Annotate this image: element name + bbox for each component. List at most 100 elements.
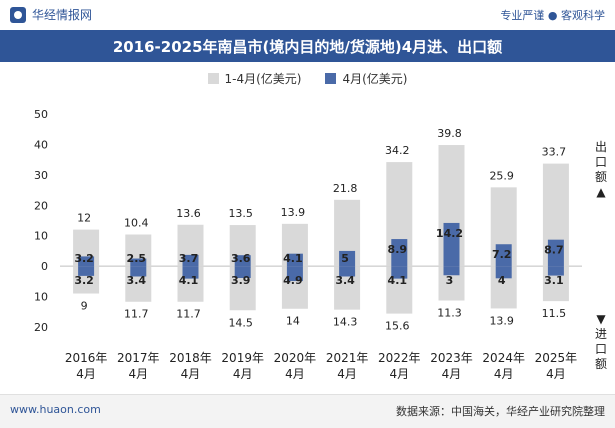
y-tick-label: 40 — [34, 138, 48, 151]
data-label-import-ytd: 14.3 — [333, 316, 358, 329]
data-label-export-ytd: 39.8 — [437, 127, 462, 140]
bar-import-month — [234, 266, 251, 279]
logo-icon — [10, 6, 26, 23]
legend-item-month[interactable]: 4月(亿美元) — [325, 70, 407, 87]
x-tick-label: 4月 — [181, 367, 201, 381]
legend-label-ytd: 1-4月(亿美元) — [224, 72, 302, 86]
data-label-import-ytd: 14 — [286, 315, 300, 328]
x-tick-label: 2020年 — [274, 351, 317, 365]
tagline: 专业严谨 ● 客观科学 — [500, 9, 605, 22]
data-label-import-month: 4.1 — [179, 274, 199, 287]
data-label-export-month: 7.2 — [492, 248, 512, 261]
top-bar: 华经情报网 专业严谨 ● 客观科学 — [0, 0, 615, 28]
data-label-export-ytd: 12 — [77, 212, 91, 225]
legend-item-ytd[interactable]: 1-4月(亿美元) — [207, 70, 302, 87]
y-tick-label: 10 — [34, 230, 48, 243]
bar-import-month — [547, 266, 564, 276]
data-label-export-ytd: 34.2 — [385, 144, 410, 157]
data-source: 数据来源：中国海关，华经产业研究院整理 — [396, 405, 605, 418]
x-tick-label: 2025年 — [535, 351, 578, 365]
bar-import-month — [391, 266, 408, 279]
data-label-import-month: 4 — [498, 274, 506, 287]
x-tick-label: 4月 — [76, 367, 96, 381]
y-tick-label: 50 — [34, 108, 48, 121]
y-tick-label: 20 — [34, 321, 48, 334]
import-axis-label: ▼ 进口额 — [594, 312, 607, 371]
bar-export-month — [495, 244, 512, 267]
data-label-import-ytd: 11.7 — [124, 308, 149, 321]
data-label-export-ytd: 10.4 — [124, 216, 149, 229]
x-tick-label: 2022年 — [378, 351, 421, 365]
brand[interactable]: 华经情报网 — [10, 6, 92, 23]
data-label-export-month: 5 — [341, 252, 349, 265]
data-label-export-ytd: 33.7 — [542, 146, 567, 159]
data-label-import-month: 3.4 — [335, 274, 355, 287]
x-tick-label: 4月 — [389, 367, 409, 381]
data-label-import-ytd: 11.3 — [437, 307, 462, 320]
data-label-import-ytd: 14.5 — [228, 316, 253, 329]
x-tick-label: 2016年 — [65, 351, 108, 365]
footer: www.huaon.com 数据来源：中国海关，华经产业研究院整理 — [0, 394, 615, 428]
data-label-export-ytd: 13.5 — [228, 207, 253, 220]
bar-export-month — [286, 253, 303, 267]
bar-import-month — [339, 266, 356, 277]
data-label-import-ytd: 11.7 — [176, 308, 201, 321]
data-label-export-month: 8.7 — [544, 244, 564, 257]
site-url[interactable]: www.huaon.com — [10, 403, 101, 416]
x-tick-label: 2023年 — [430, 351, 473, 365]
data-label-import-ytd: 13.9 — [489, 314, 514, 327]
data-label-export-month: 3.7 — [179, 252, 199, 265]
data-label-export-month: 14.2 — [436, 227, 463, 240]
bar-export-month — [339, 250, 356, 267]
data-label-export-month: 2.5 — [127, 252, 147, 265]
data-label-export-ytd: 25.9 — [489, 169, 514, 182]
brand-name: 华经情报网 — [32, 8, 93, 22]
y-tick-label: 30 — [34, 169, 48, 182]
bar-export-month — [78, 256, 95, 267]
data-label-import-month: 4.1 — [388, 274, 408, 287]
bar-export-month — [391, 239, 408, 267]
bar-export-month — [182, 254, 199, 267]
bar-import-month — [182, 266, 199, 279]
data-label-export-month: 3.2 — [74, 252, 94, 265]
x-tick-label: 2019年 — [221, 351, 264, 365]
x-tick-label: 4月 — [128, 367, 148, 381]
bar-import-month — [130, 266, 147, 277]
data-label-export-ytd: 13.9 — [281, 206, 306, 219]
data-label-import-month: 3.2 — [74, 274, 94, 287]
bar-import-month — [286, 266, 303, 282]
x-tick-label: 4月 — [285, 367, 305, 381]
x-tick-label: 2021年 — [326, 351, 369, 365]
x-tick-label: 4月 — [337, 367, 357, 381]
x-tick-label: 2024年 — [482, 351, 525, 365]
data-label-import-month: 4.9 — [283, 274, 303, 287]
legend-label-month: 4月(亿美元) — [342, 72, 408, 86]
data-label-import-ytd: 11.5 — [542, 307, 567, 320]
y-tick-label: 10 — [34, 291, 48, 304]
data-label-export-month: 3.6 — [231, 252, 251, 265]
bar-import-month — [78, 266, 95, 276]
data-label-export-ytd: 21.8 — [333, 182, 358, 195]
data-label-import-month: 3.4 — [127, 274, 147, 287]
bar-import-month — [495, 266, 512, 279]
chart-title: 2016-2025年南昌市(境内目的地/货源地)4月进、出口额 — [0, 30, 615, 62]
data-label-export-month: 8.9 — [388, 243, 408, 256]
x-tick-label: 4月 — [494, 367, 514, 381]
bar-import-month — [443, 266, 460, 276]
x-tick-label: 4月 — [442, 367, 462, 381]
legend: 1-4月(亿美元) 4月(亿美元) — [0, 70, 615, 87]
bar-export-month — [234, 255, 251, 267]
x-tick-label: 2018年 — [169, 351, 212, 365]
y-tick-label: 0 — [41, 260, 48, 273]
bar-export-month — [443, 222, 460, 267]
export-axis-label: 出口额 ▲ — [594, 140, 607, 199]
data-label-import-month: 3.1 — [544, 274, 564, 287]
data-label-export-ytd: 13.6 — [176, 207, 201, 220]
x-tick-label: 2017年 — [117, 351, 160, 365]
data-label-import-month: 3 — [446, 274, 454, 287]
y-tick-label: 20 — [34, 199, 48, 212]
data-label-import-ytd: 15.6 — [385, 320, 410, 333]
bar-chart: 50 40 30 20 10 0 10 20 12 9 3.2 3.2 2016年 4月 10.4 11.7 2… — [34, 108, 582, 381]
data-label-export-month: 4.1 — [283, 252, 303, 265]
data-label-import-month: 3.9 — [231, 274, 251, 287]
